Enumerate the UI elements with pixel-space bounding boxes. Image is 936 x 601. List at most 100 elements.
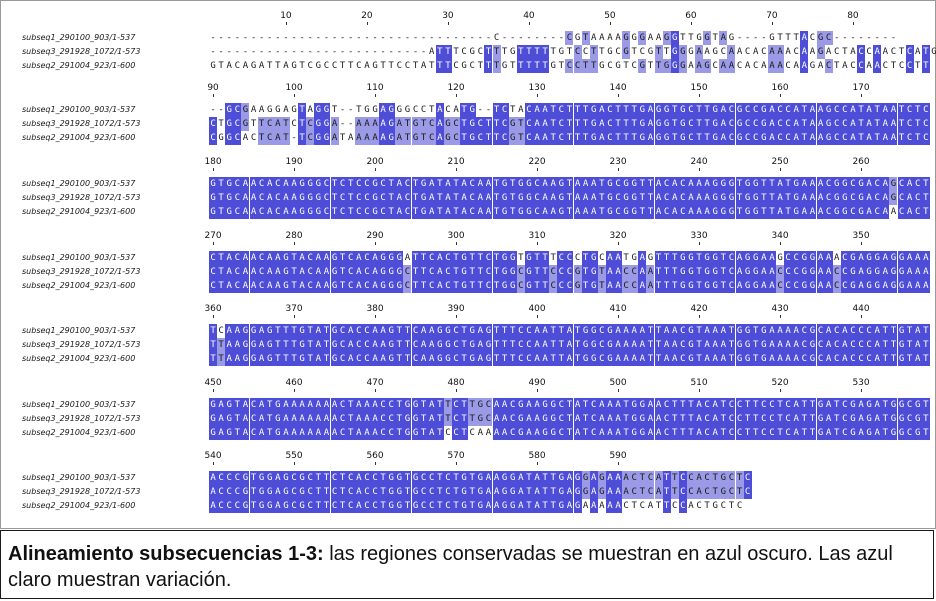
residue: T: [550, 47, 556, 57]
residue: C: [322, 191, 331, 205]
residue: A: [435, 103, 444, 117]
residue: C: [452, 412, 461, 426]
residue: G: [711, 177, 720, 191]
residue: A: [735, 279, 744, 293]
residue: C: [727, 117, 736, 131]
residue: A: [281, 191, 290, 205]
residue: C: [233, 485, 242, 499]
residue: G: [792, 191, 801, 205]
residue: T: [338, 485, 347, 499]
residue: T: [695, 117, 704, 131]
residue: A: [330, 131, 339, 145]
residue: T: [338, 471, 347, 485]
residue: A: [688, 501, 694, 511]
residue: T: [533, 45, 542, 59]
residue: C: [362, 352, 371, 366]
residue: C: [882, 61, 889, 71]
ruler-tick-mark: [861, 242, 863, 245]
residue: G: [800, 265, 809, 279]
residue: C: [905, 103, 914, 117]
residue: G: [654, 103, 663, 117]
residue: G: [743, 177, 752, 191]
residue: C: [735, 398, 744, 412]
residue: A: [614, 412, 623, 426]
residue: T: [492, 279, 501, 293]
residue: C: [727, 471, 736, 485]
sequence-name: subseq3_291928_1072/1-573: [22, 193, 141, 202]
residue: A: [354, 265, 363, 279]
residue: T: [558, 61, 565, 71]
residue: G: [387, 499, 396, 513]
residue: C: [379, 398, 388, 412]
ruler-tick-mark: [213, 389, 215, 392]
residue: C: [913, 191, 922, 205]
residue: G: [638, 103, 647, 117]
residue: G: [315, 61, 322, 71]
residue: T: [719, 265, 728, 279]
residue: T: [395, 324, 404, 338]
residue: G: [735, 103, 744, 117]
residue: T: [670, 279, 679, 293]
ruler-tick-mark: [456, 389, 458, 392]
residue: G: [711, 103, 720, 117]
figure-caption: Alineamiento subsecuencias 1-3: las regi…: [0, 530, 934, 599]
residue: A: [913, 338, 922, 352]
ruler-tick-label: 260: [852, 157, 870, 167]
residue: G: [848, 398, 857, 412]
residue: T: [735, 485, 744, 499]
residue: C: [686, 103, 695, 117]
residue: C: [371, 499, 380, 513]
residue: T: [508, 338, 517, 352]
residue: G: [719, 471, 728, 485]
residue: A: [703, 205, 712, 219]
residue: -: [526, 33, 532, 43]
residue: C: [589, 426, 598, 440]
residue: G: [792, 177, 801, 191]
residue: C: [257, 205, 266, 219]
residue: T: [460, 324, 469, 338]
residue: T: [735, 177, 744, 191]
residue: T: [468, 499, 477, 513]
residue: T: [622, 103, 631, 117]
residue: G: [275, 105, 281, 115]
residue: G: [225, 191, 234, 205]
residue: G: [678, 103, 687, 117]
residue: A: [808, 191, 817, 205]
residue: A: [379, 324, 388, 338]
residue: A: [484, 177, 493, 191]
residue: C: [784, 265, 793, 279]
ruler-tick-mark: [609, 22, 611, 25]
residue: T: [897, 117, 906, 131]
residue: C: [873, 205, 882, 219]
residue: C: [411, 352, 420, 366]
residue: A: [565, 324, 574, 338]
residue: A: [283, 105, 289, 115]
residue: G: [273, 412, 282, 426]
residue: A: [800, 31, 809, 45]
residue: T: [533, 279, 542, 293]
residue: G: [631, 33, 637, 43]
residue: G: [751, 177, 760, 191]
residue: G: [273, 398, 282, 412]
residue: A: [840, 324, 849, 338]
residue: T: [452, 499, 461, 513]
ruler-tick-mark: [375, 242, 377, 245]
residue: C: [346, 499, 355, 513]
residue: C: [524, 352, 533, 366]
residue: T: [759, 205, 768, 219]
residue: G: [298, 485, 307, 499]
residue: -: [348, 119, 354, 129]
residue: T: [435, 398, 444, 412]
residue: T: [842, 47, 848, 57]
residue: G: [574, 33, 581, 43]
residue: C: [614, 177, 623, 191]
ruler-tick-label: 150: [690, 83, 708, 93]
residue: T: [411, 251, 420, 265]
residue: A: [719, 59, 728, 73]
residue: G: [816, 426, 825, 440]
residue: C: [484, 251, 493, 265]
residue: G: [516, 191, 525, 205]
residue: T: [857, 103, 866, 117]
residue: A: [395, 131, 404, 145]
residue: A: [614, 426, 623, 440]
